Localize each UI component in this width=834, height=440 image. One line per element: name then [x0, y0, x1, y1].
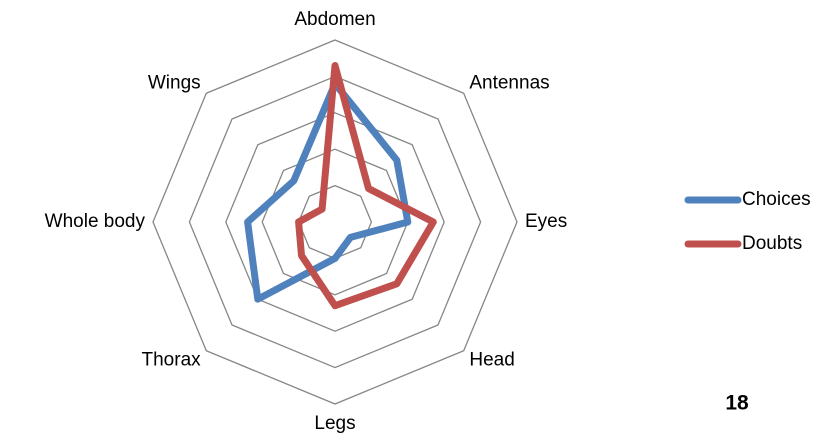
grid-ring — [261, 148, 409, 296]
series-line — [295, 62, 437, 310]
page-number: 18 — [725, 392, 749, 415]
axis-label: Eyes — [525, 211, 567, 232]
legend-label: Doubts — [742, 233, 802, 254]
axis-label: Legs — [314, 413, 355, 434]
axis-label: Whole body — [45, 211, 146, 232]
grid-ring — [225, 112, 445, 332]
axis-label: Abdomen — [294, 9, 375, 30]
axis-label: Head — [469, 350, 514, 371]
axis-label: Wings — [148, 72, 201, 93]
legend-label: Choices — [742, 189, 811, 210]
series-line — [244, 80, 412, 303]
grid-ring — [297, 184, 373, 260]
axis-label: Thorax — [142, 350, 202, 371]
grid-ring — [152, 39, 518, 405]
grid-ring — [188, 75, 482, 369]
axis-label: Antennas — [469, 72, 549, 93]
